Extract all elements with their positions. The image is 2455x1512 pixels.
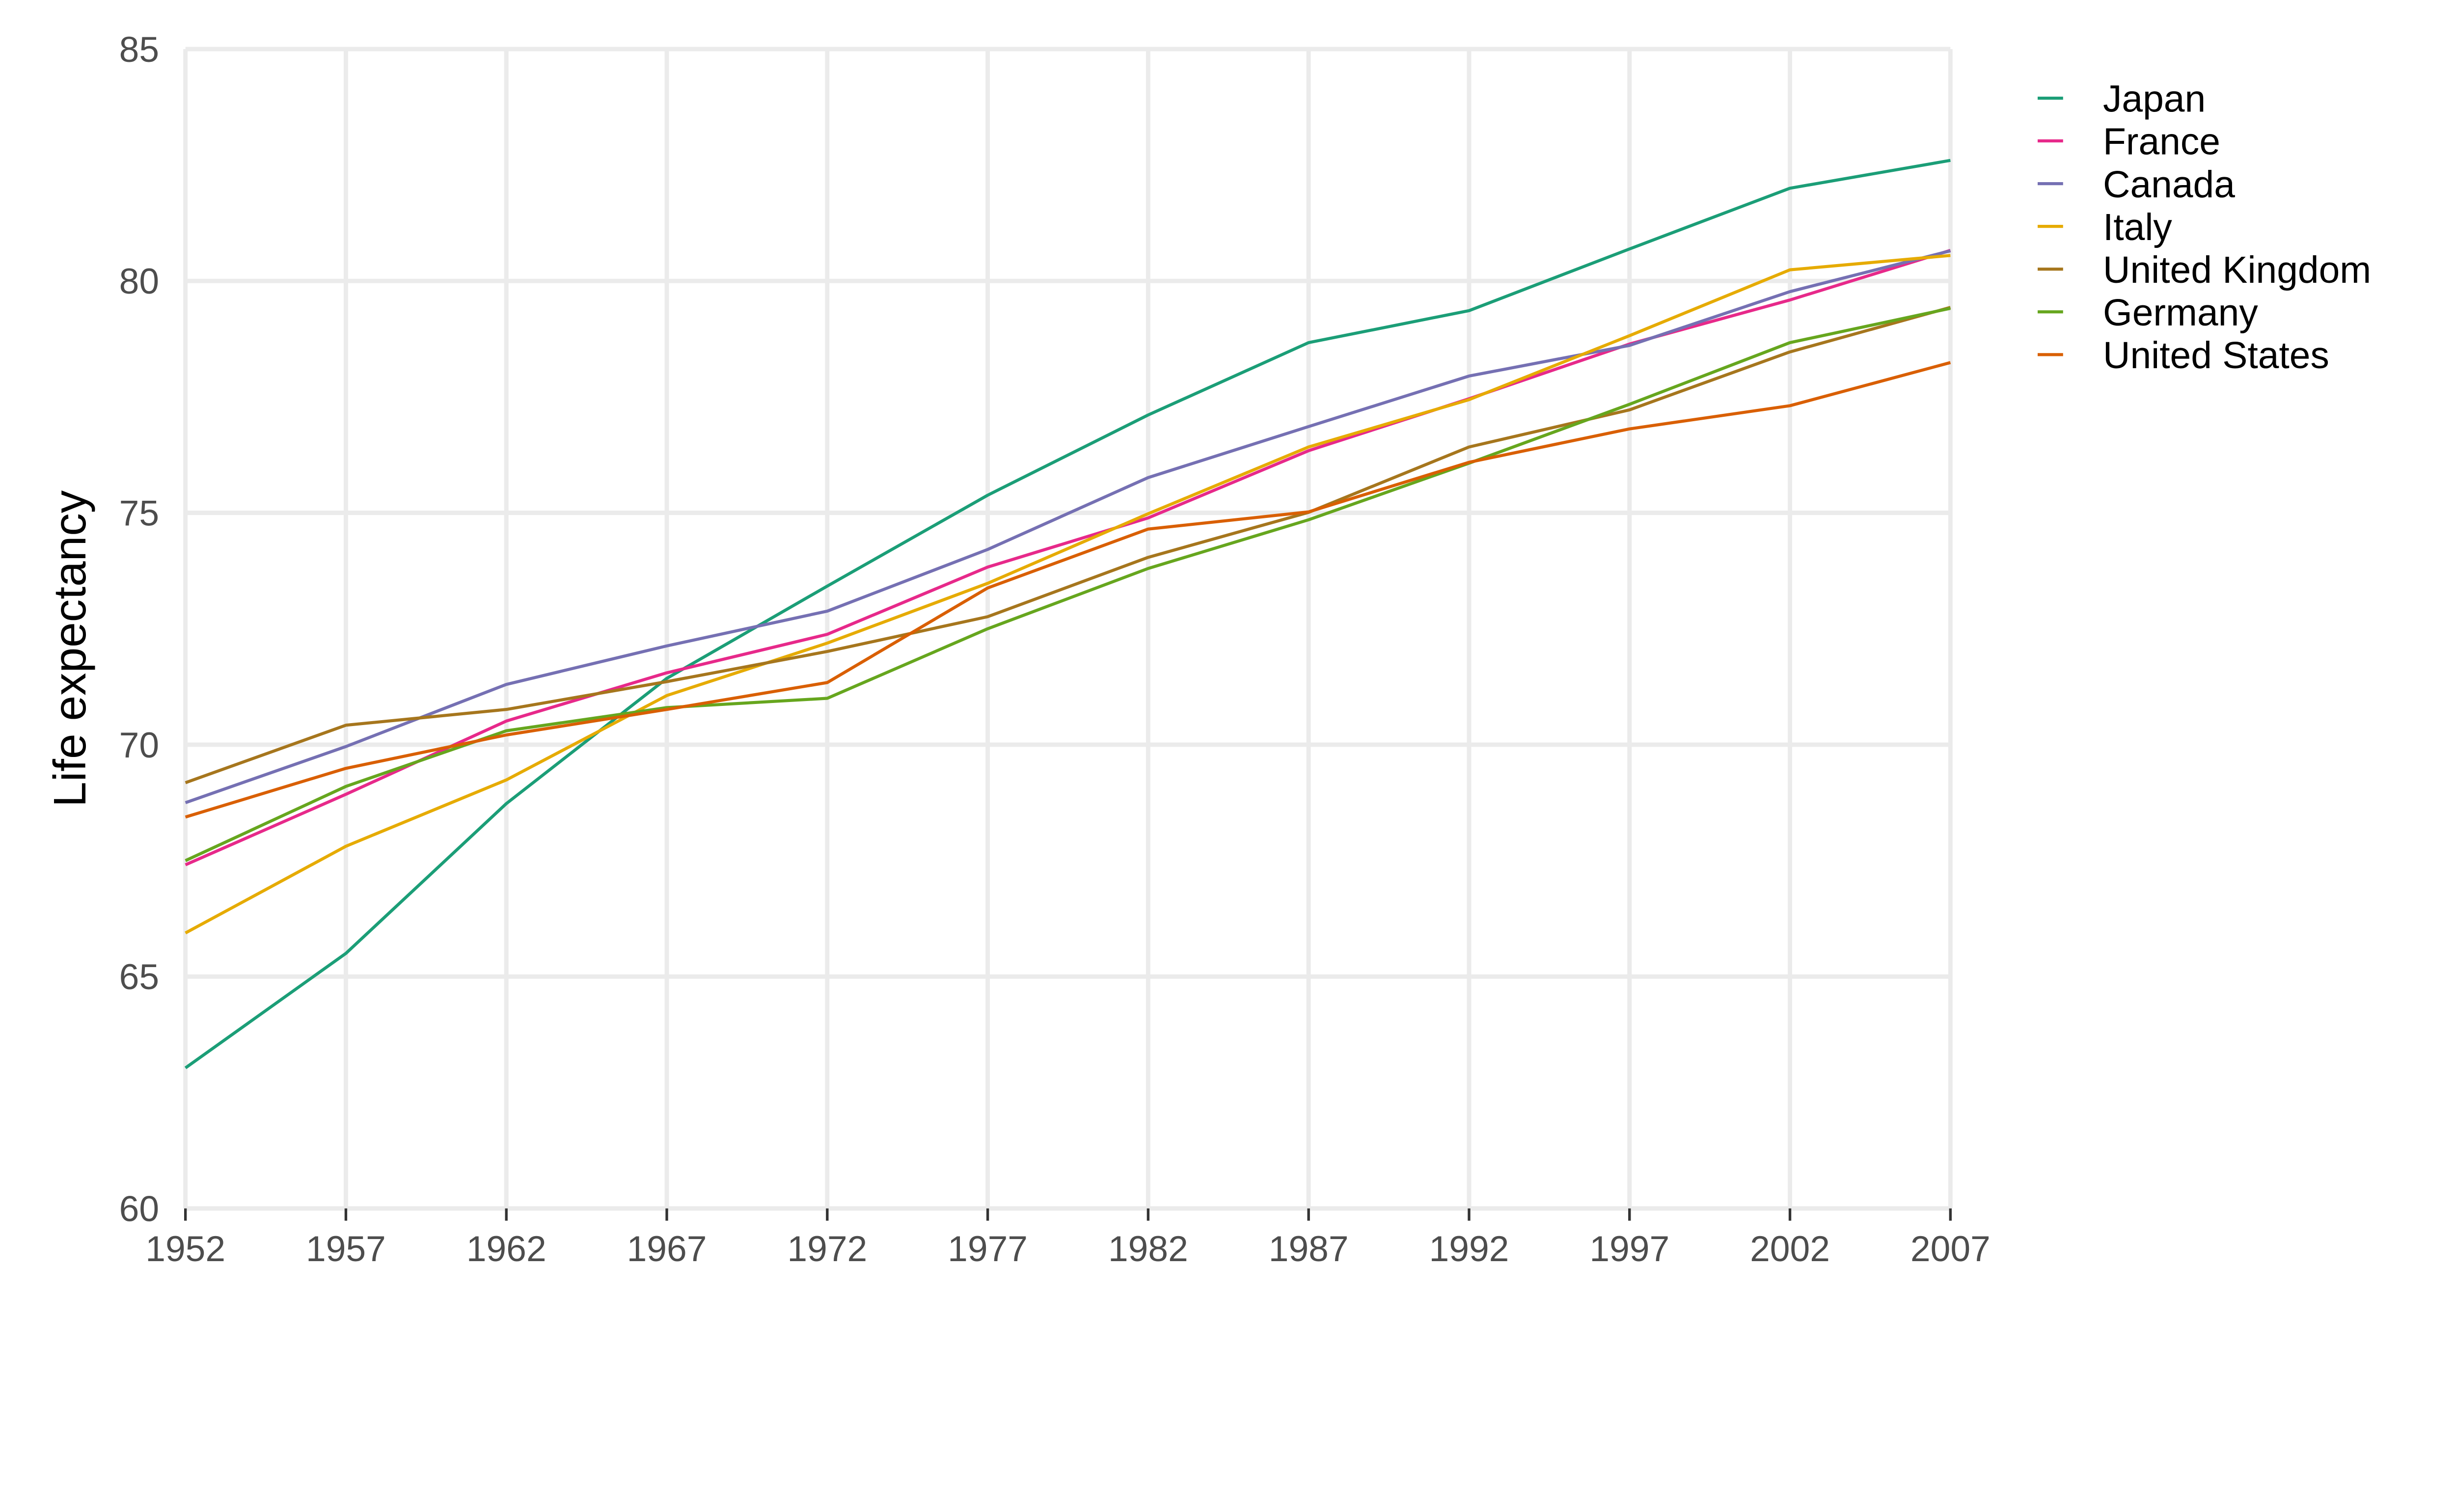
x-tick-label: 1972 [787, 1229, 867, 1269]
series-line-canada [185, 249, 1951, 804]
x-tick-label: 2002 [1750, 1229, 1830, 1269]
y-tick-label: 85 [119, 29, 159, 70]
series-line-japan [184, 159, 1951, 1069]
x-tick-label: 1987 [1269, 1229, 1349, 1269]
x-axis: 1952 1957 1962 1967 1972 1977 1982 1987 1992 1997… [145, 1208, 1991, 1269]
y-tick-label: 80 [119, 261, 159, 301]
legend-label: Germany [2103, 292, 2258, 334]
life-expectancy-chart: 1952 1957 1962 1967 1972 1977 1982 1987 1992 1997… [44, 29, 2371, 1269]
legend-label: Canada [2103, 163, 2235, 206]
x-tick-label: 1992 [1429, 1229, 1509, 1269]
y-tick-label: 75 [119, 493, 159, 534]
x-tick-label: 1962 [466, 1229, 546, 1269]
x-tick-label: 1997 [1589, 1229, 1669, 1269]
legend-label: United Kingdom [2103, 249, 2371, 291]
x-tick-label: 1957 [306, 1229, 386, 1269]
legend-label: Italy [2103, 206, 2172, 248]
y-axis: 60 65 70 75 80 85 [119, 29, 159, 1229]
x-tick-label: 2007 [1910, 1229, 1991, 1269]
y-axis-title: Life expectancy [44, 490, 95, 807]
gridlines [183, 47, 1953, 1211]
series-lines [184, 159, 1951, 1069]
y-tick-label: 70 [119, 725, 159, 765]
series-line-united-kingdom [185, 306, 1951, 784]
legend-label: Japan [2103, 78, 2206, 120]
x-tick-label: 1982 [1108, 1229, 1188, 1269]
series-line-united-states [185, 361, 1951, 819]
x-tick-label: 1967 [627, 1229, 707, 1269]
y-tick-label: 60 [119, 1189, 159, 1229]
x-tick-label: 1952 [145, 1229, 225, 1269]
legend-label: United States [2103, 334, 2329, 377]
series-line-italy [185, 254, 1951, 935]
x-tick-label: 1977 [948, 1229, 1028, 1269]
y-tick-label: 65 [119, 957, 159, 997]
legend-label: France [2103, 121, 2220, 163]
